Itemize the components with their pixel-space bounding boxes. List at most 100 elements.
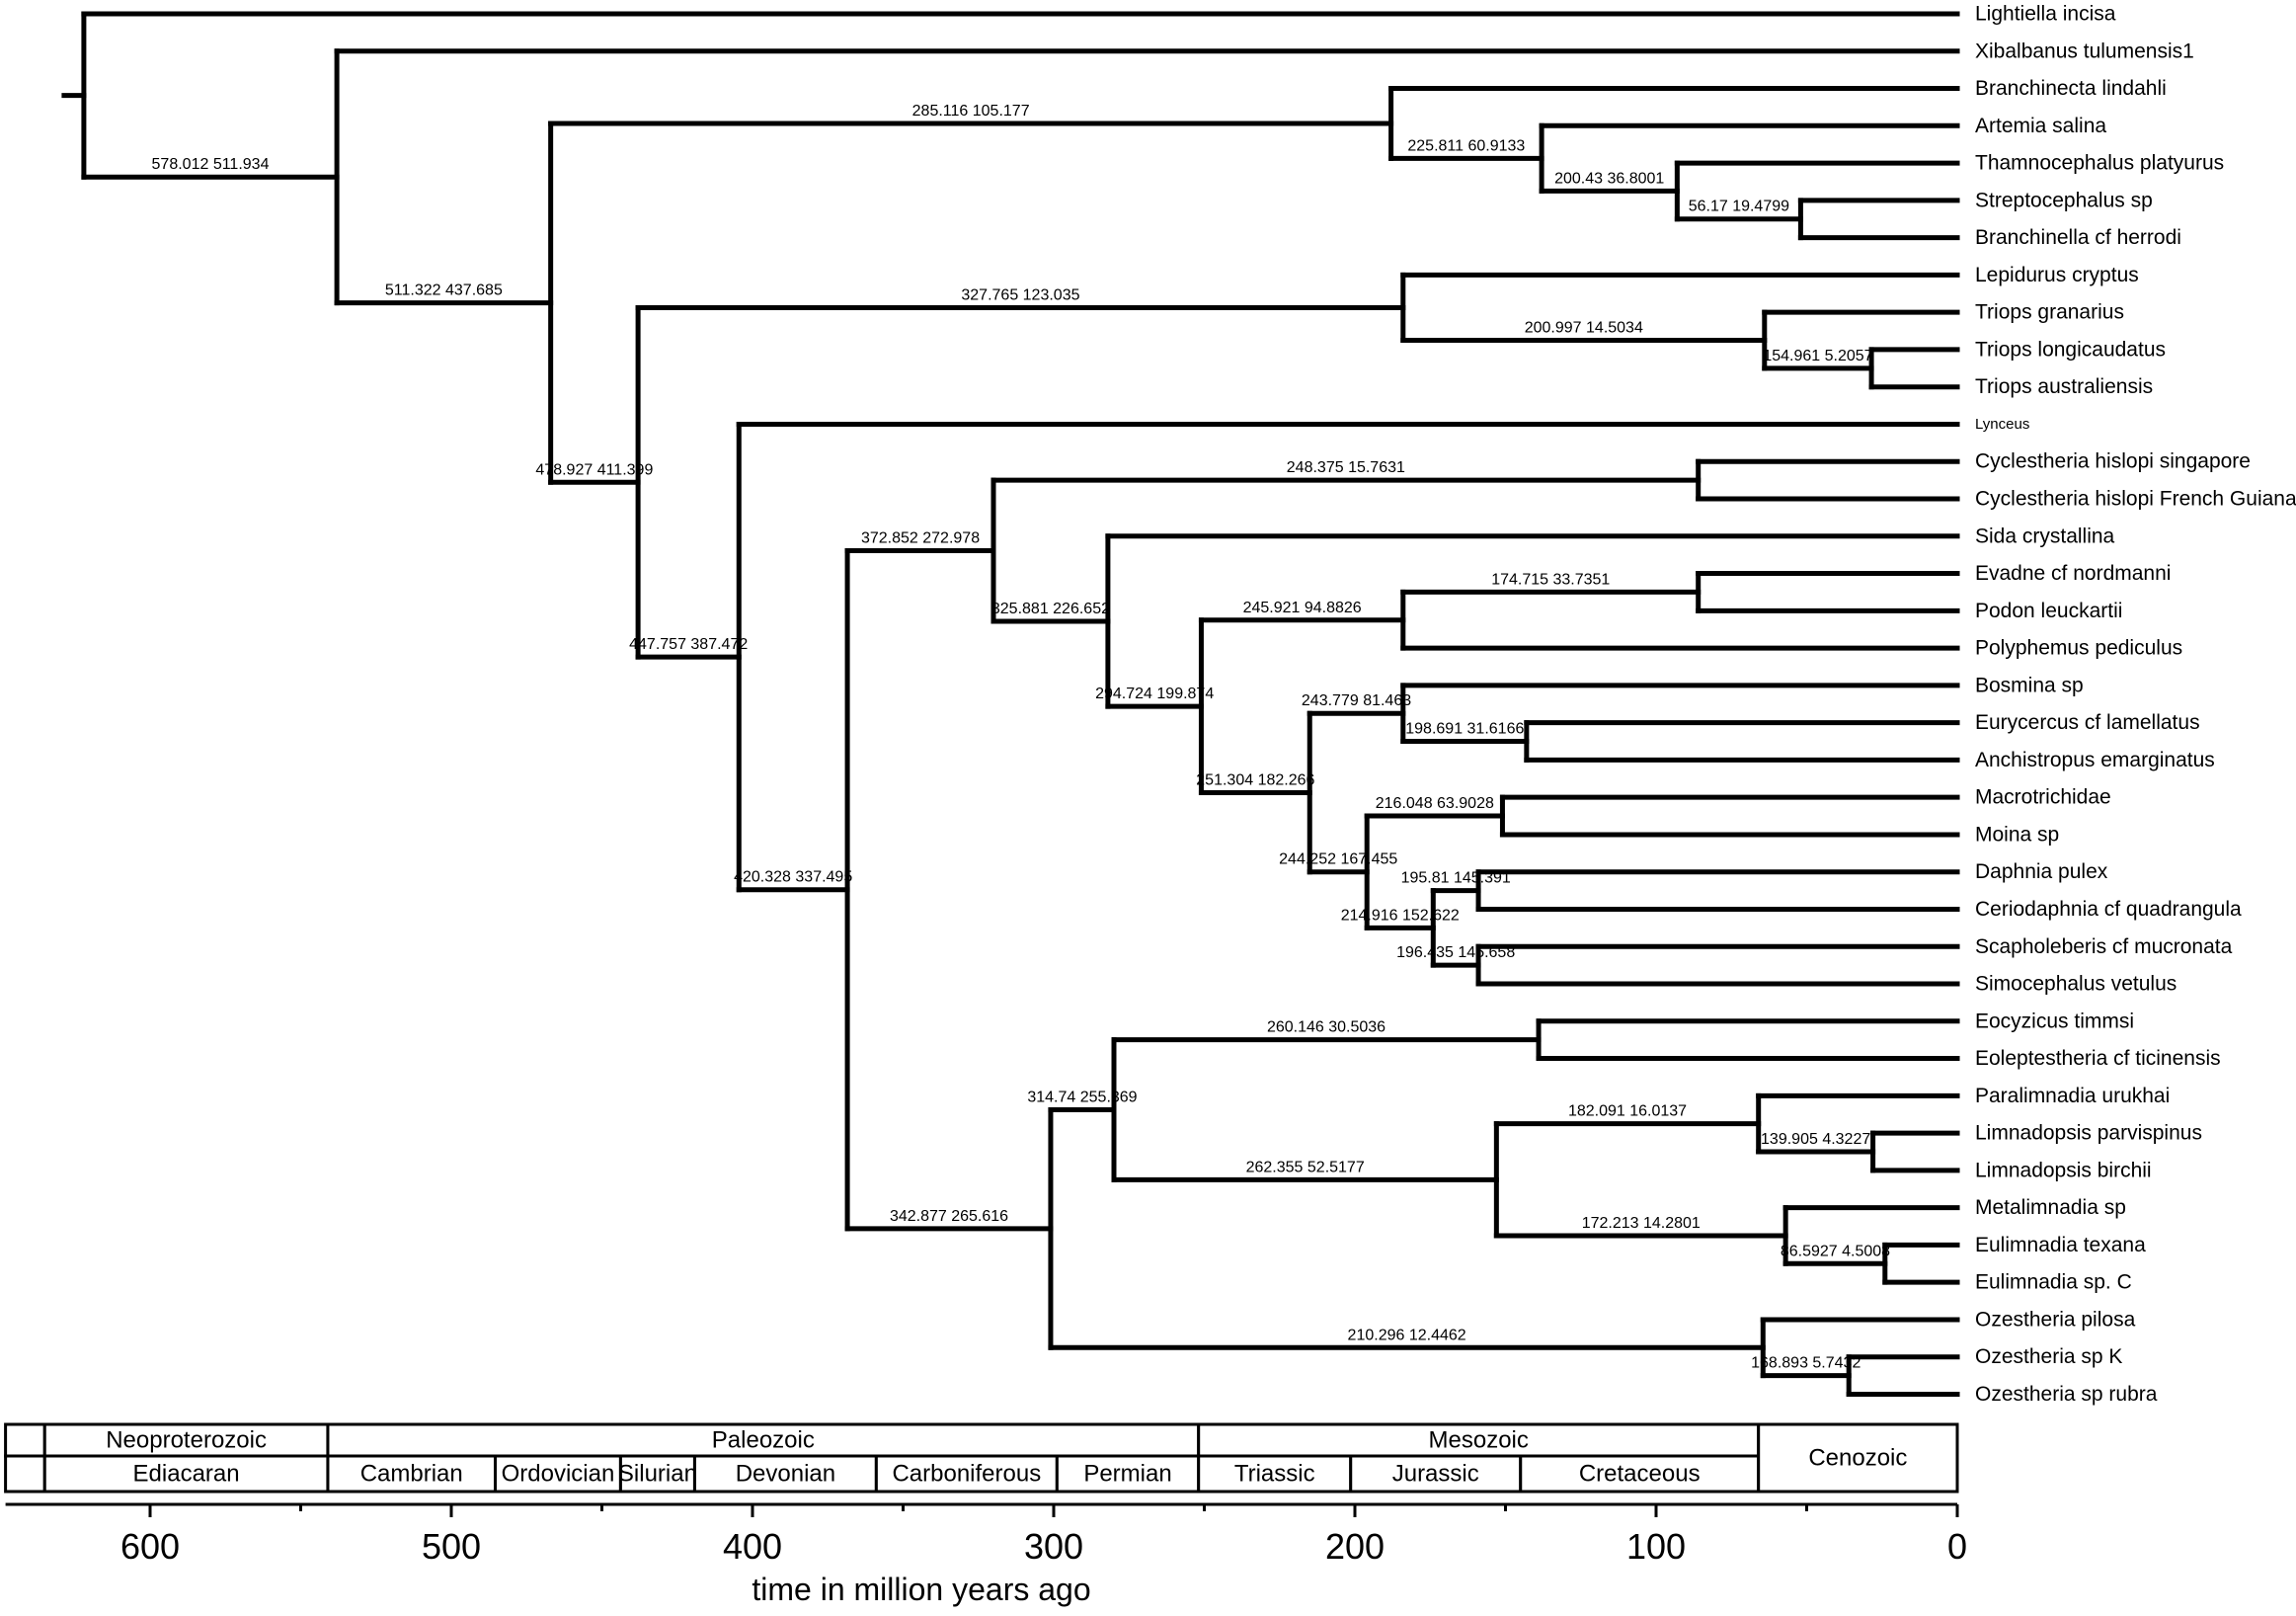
taxon-label: Ceriodaphnia cf quadrangula: [1975, 898, 2242, 921]
taxon-label: Lynceus: [1975, 416, 2029, 433]
taxon-label: Eulimnadia sp. C: [1975, 1271, 2132, 1294]
time-axis: 600 500 400 300 200 100 0 time in million years…: [5, 1502, 1967, 1607]
taxon-label: Bosmina sp: [1975, 674, 2084, 696]
axis-tick-label: 600: [120, 1526, 180, 1567]
node-age-label: 200.997 14.5034: [1525, 319, 1643, 336]
taxon-label: Podon leuckartii: [1975, 600, 2122, 622]
axis-tick-label: 500: [422, 1526, 481, 1567]
taxon-label: Daphnia pulex: [1975, 860, 2108, 883]
taxon-label: Polyphemus pediculus: [1975, 637, 2182, 660]
node-age-label: 260.146 30.5036: [1267, 1019, 1386, 1036]
node-age-label: 251.304 182.266: [1196, 771, 1314, 788]
node-age-label: 196.435 145.658: [1396, 944, 1515, 961]
node-age-label: 511.322 437.685: [385, 283, 503, 299]
node-age-label: 216.048 63.9028: [1376, 795, 1494, 812]
node-age-label: 262.355 52.5177: [1246, 1159, 1365, 1175]
taxon-label: Triops longicaudatus: [1975, 338, 2166, 361]
taxon-label: Thamnocephalus platyurus: [1975, 152, 2224, 175]
node-age-label: 327.765 123.035: [961, 286, 1079, 303]
taxon-label: Artemia salina: [1975, 115, 2106, 137]
node-age-label: 86.5927 4.5008: [1781, 1243, 1890, 1259]
taxon-label: Metalimnadia sp: [1975, 1196, 2126, 1219]
timescale-label-paleozoic: Paleozoic: [712, 1427, 815, 1454]
timescale-label-permian: Permian: [1083, 1461, 1171, 1488]
timescale-label-silurian: Silurian: [618, 1461, 697, 1488]
taxon-label: Eocyzicus timmsi: [1975, 1010, 2134, 1032]
node-age-label: 372.852 272.978: [861, 530, 980, 547]
timescale-cell-cenozoic: [1757, 1422, 1959, 1494]
taxon-label: Evadne cf nordmanni: [1975, 562, 2171, 585]
node-age-label: 478.927 411.399: [535, 461, 653, 478]
axis-tick-label: 100: [1626, 1526, 1686, 1567]
taxon-label: Limnadopsis birchii: [1975, 1159, 2152, 1181]
taxon-label: Paralimnadia urukhai: [1975, 1085, 2170, 1107]
timescale-cell-devonian: [692, 1454, 878, 1494]
node-age-label: 56.17 19.4799: [1689, 199, 1789, 215]
taxon-label: Ozestheria sp rubra: [1975, 1383, 2158, 1406]
axis-tick-label: 0: [1947, 1526, 1967, 1567]
taxon-label: Lepidurus cryptus: [1975, 264, 2139, 286]
axis-tick-label: 300: [1024, 1526, 1083, 1567]
timescale-label-ordovician: Ordovician: [502, 1461, 615, 1488]
timescale-label-neoproterozoic: Neoproterozoic: [106, 1427, 267, 1454]
node-age-label: 314.74 255.369: [1027, 1089, 1137, 1105]
node-age-label: 294.724 199.874: [1095, 686, 1214, 702]
taxon-label: Simocephalus vetulus: [1975, 973, 2177, 996]
timescale-cell-jurassic: [1349, 1454, 1523, 1494]
taxon-label: Scapholeberis cf mucronata: [1975, 935, 2233, 958]
taxon-label: Eulimnadia texana: [1975, 1234, 2146, 1256]
timescale-cell-cretaceous: [1519, 1454, 1761, 1494]
taxon-label: Triops granarius: [1975, 301, 2124, 324]
taxon-label: Lightiella incisa: [1975, 3, 2116, 26]
axis-tick-label: 200: [1325, 1526, 1385, 1567]
node-age-label: 195.81 145.391: [1401, 870, 1511, 887]
node-age-label: 225.811 60.9133: [1407, 137, 1525, 154]
timescale-label-carboniferous: Carboniferous: [892, 1461, 1041, 1488]
timescale-label-ediacaran: Ediacaran: [133, 1461, 240, 1488]
node-age-label: 154.961 5.2057: [1763, 348, 1872, 364]
taxon-label: Cyclestheria hislopi singapore: [1975, 450, 2251, 473]
taxon-label: Eoleptestheria cf ticinensis: [1975, 1047, 2221, 1070]
node-age-label: 244.252 167.455: [1279, 851, 1397, 868]
taxon-label: Branchinella cf herrodi: [1975, 226, 2181, 249]
axis-tick-label: 400: [723, 1526, 782, 1567]
taxon-label: Anchistropus emarginatus: [1975, 749, 2215, 771]
node-age-label: 139.905 4.3227: [1761, 1131, 1870, 1148]
taxon-label: Branchinecta lindahli: [1975, 77, 2167, 100]
taxon-label: Streptocephalus sp: [1975, 189, 2153, 211]
node-age-label: 200.43 36.8001: [1554, 170, 1664, 187]
timescale-label-devonian: Devonian: [736, 1461, 835, 1488]
taxon-label: Eurycercus cf lamellatus: [1975, 711, 2200, 734]
node-age-label: 447.757 387.472: [629, 636, 748, 653]
timescale-label-cambrian: Cambrian: [360, 1461, 463, 1488]
taxon-label: Xibalbanus tulumensis1: [1975, 40, 2194, 62]
taxon-label: Ozestheria pilosa: [1975, 1308, 2136, 1331]
tree-labels: Lightiella incisa 578.012 511.934 Xibalban…: [152, 3, 2296, 1406]
taxon-label: Sida crystallina: [1975, 525, 2115, 547]
node-age-label: 198.691 31.6166: [1405, 721, 1524, 738]
timescale-cell-blank: [4, 1422, 46, 1458]
taxon-label: Triops australiensis: [1975, 375, 2153, 398]
timescale-label-mesozoic: Mesozoic: [1429, 1427, 1529, 1454]
node-age-label: 168.893 5.7432: [1751, 1355, 1861, 1372]
node-age-label: 210.296 12.4462: [1348, 1327, 1466, 1343]
tree-branches: [61, 11, 1960, 1397]
timescale-cell-blank: [4, 1454, 46, 1494]
taxon-label: Limnadopsis parvispinus: [1975, 1122, 2202, 1145]
node-age-label: 342.877 265.616: [890, 1208, 1008, 1225]
taxon-label: Moina sp: [1975, 823, 2059, 846]
node-age-label: 325.881 226.652: [991, 601, 1110, 617]
node-age-label: 578.012 511.934: [152, 156, 270, 173]
timescale-cell-cambrian: [326, 1454, 498, 1494]
node-age-label: 174.715 33.7351: [1491, 571, 1610, 588]
node-age-label: 182.091 16.0137: [1568, 1103, 1687, 1120]
taxon-label: Cyclestheria hislopi French Guiana: [1975, 488, 2296, 511]
axis-title: time in million years ago: [752, 1572, 1090, 1607]
timescale-label-cenozoic: Cenozoic: [1808, 1445, 1907, 1472]
taxon-label: Macrotrichidae: [1975, 786, 2111, 809]
taxon-label: Ozestheria sp K: [1975, 1345, 2122, 1368]
node-age-label: 248.375 15.7631: [1287, 459, 1405, 476]
geological-timescale: Neoproterozoic Paleozoic Mesozoic Ediacaran…: [4, 1422, 1959, 1494]
node-age-label: 214.916 152.622: [1341, 907, 1460, 924]
